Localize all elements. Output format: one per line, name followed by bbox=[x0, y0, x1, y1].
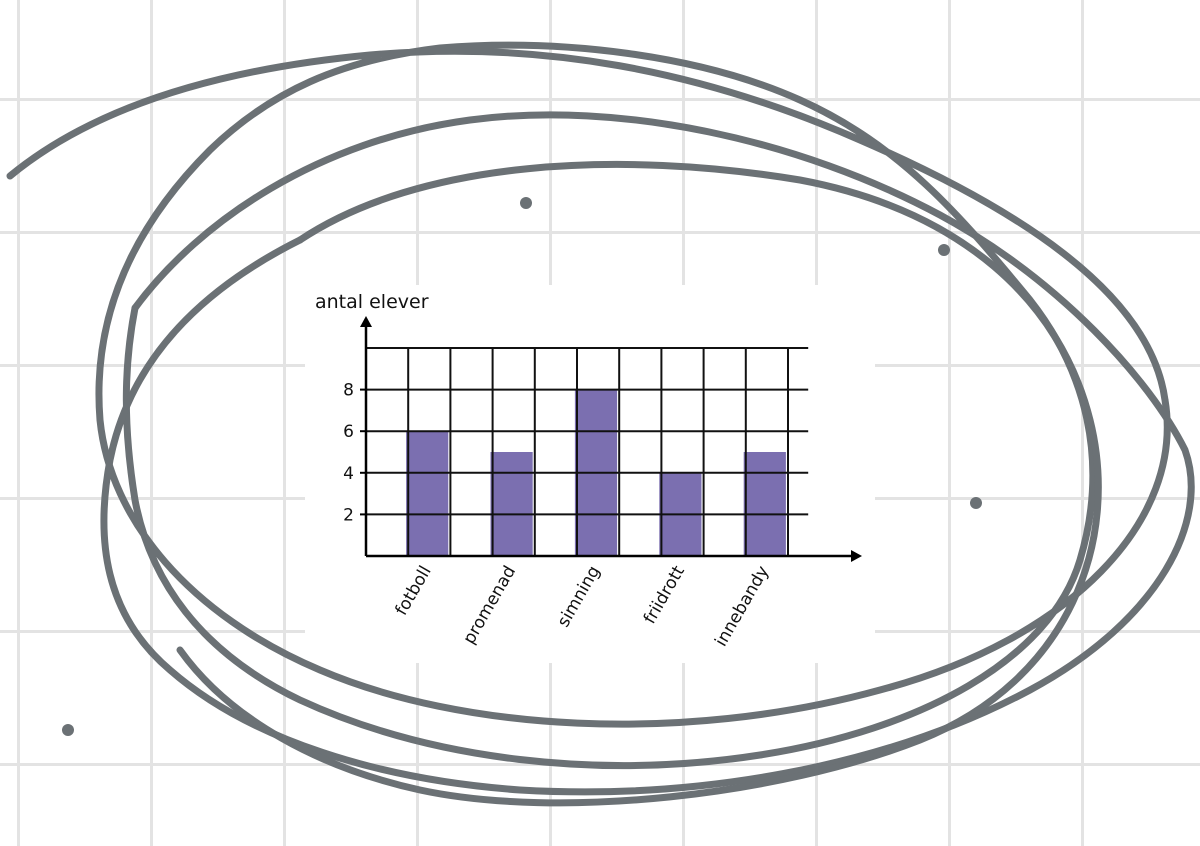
y-tick-label: 8 bbox=[343, 381, 354, 401]
x-axis-arrow bbox=[851, 550, 862, 562]
marker-scribbles bbox=[6, 41, 1195, 807]
scribble-stroke-1 bbox=[6, 41, 1171, 770]
marker-dot bbox=[62, 724, 74, 736]
scribble-stroke-3 bbox=[176, 160, 1102, 807]
y-axis-title: antal elever bbox=[315, 291, 429, 313]
bar-fotboll bbox=[406, 431, 449, 556]
chart-grid-overlay bbox=[366, 347, 809, 556]
y-tick-label: 4 bbox=[343, 464, 354, 484]
scribble-stroke-2 bbox=[100, 111, 1195, 796]
marker-dot bbox=[938, 244, 950, 256]
chart-axes bbox=[360, 316, 862, 562]
bar-promenad bbox=[490, 452, 533, 556]
marker-dot bbox=[970, 497, 982, 509]
y-tick-labels: 2 4 6 8 bbox=[343, 381, 366, 525]
marker-dot bbox=[520, 197, 532, 209]
y-tick-label: 2 bbox=[343, 505, 354, 525]
y-tick-label: 6 bbox=[343, 422, 354, 442]
marker-dots bbox=[62, 197, 982, 736]
bar-innebandy bbox=[743, 452, 786, 556]
y-axis-arrow bbox=[360, 316, 372, 327]
